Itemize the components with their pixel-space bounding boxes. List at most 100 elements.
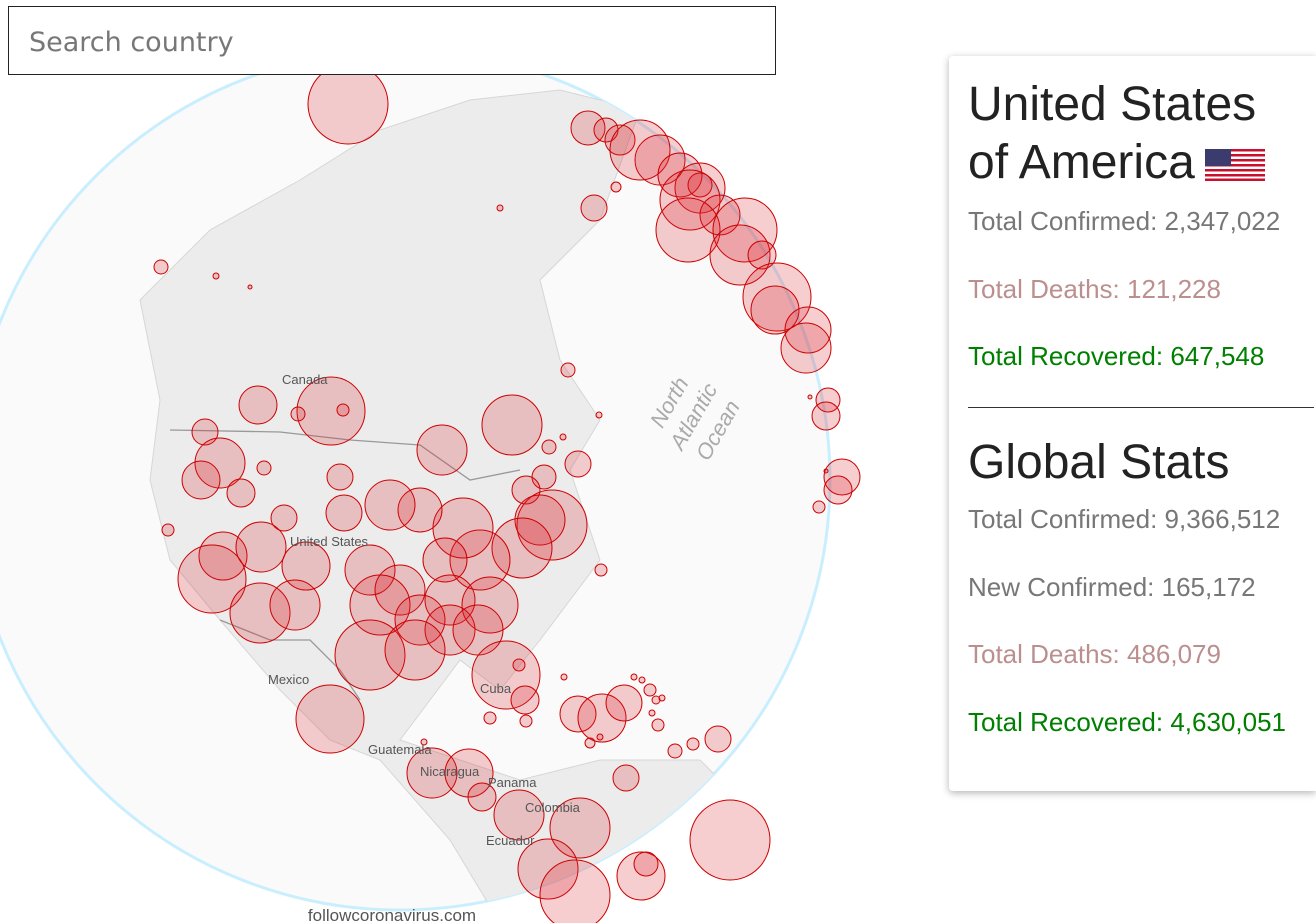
stat-label: Total Recovered:	[968, 706, 1164, 737]
case-bubble	[449, 529, 511, 591]
case-bubble	[610, 181, 622, 193]
case-bubble	[519, 714, 533, 728]
stat-label: Total Deaths:	[968, 639, 1120, 669]
stat-line: Total Recovered: 4,630,051	[968, 707, 1286, 738]
place-label: Nicaragua	[420, 764, 480, 779]
place-label: Cuba	[480, 681, 512, 696]
case-bubble	[198, 531, 248, 581]
case-bubble	[344, 544, 396, 596]
case-bubble	[655, 197, 721, 263]
case-bubble	[467, 782, 497, 812]
case-bubble	[709, 224, 771, 286]
case-bubble	[549, 797, 611, 859]
stat-value: 9,366,512	[1164, 504, 1281, 534]
case-bubble	[560, 673, 568, 681]
case-bubble	[444, 748, 494, 798]
case-bubble	[191, 418, 219, 446]
case-bubble	[493, 789, 545, 841]
case-bubble	[780, 322, 832, 374]
stat-line: Total Deaths: 486,079	[968, 639, 1221, 670]
case-bubble	[181, 460, 221, 500]
case-bubble	[212, 272, 220, 280]
stat-value: 165,172	[1161, 571, 1256, 602]
case-bubble	[512, 658, 526, 672]
case-bubble	[364, 479, 416, 531]
case-bubble	[595, 411, 603, 419]
stat-line: Total Confirmed: 2,347,022	[968, 206, 1280, 237]
case-bubble	[747, 240, 777, 270]
case-bubble	[605, 684, 643, 722]
case-bubble	[514, 494, 566, 546]
search-placeholder: Search country	[29, 27, 234, 58]
stat-value: 647,548	[1170, 341, 1265, 371]
case-bubble	[270, 504, 298, 532]
case-bubble	[651, 718, 665, 732]
case-bubble	[491, 517, 553, 579]
case-bubble	[823, 475, 853, 505]
case-bubble	[784, 306, 832, 354]
case-bubble	[638, 676, 646, 684]
case-bubble	[687, 172, 713, 198]
case-bubble	[657, 152, 703, 198]
case-bubble	[616, 851, 666, 901]
place-label: Ecuador	[486, 833, 535, 848]
case-bubble	[604, 124, 636, 156]
place-label: Mexico	[268, 672, 309, 687]
stat-value: 486,079	[1126, 639, 1221, 669]
place-label: Guatemala	[368, 742, 432, 757]
case-bubble	[229, 582, 291, 644]
case-bubble	[559, 433, 567, 441]
case-bubble	[471, 640, 541, 710]
stats-panel: United States of America Total Confirmed…	[949, 56, 1316, 791]
divider	[968, 407, 1314, 408]
case-bubble	[461, 576, 519, 634]
case-bubble	[406, 747, 458, 799]
stat-label: Total Confirmed:	[968, 504, 1158, 534]
case-bubble	[815, 387, 841, 413]
case-bubble	[424, 604, 476, 656]
case-bubble	[658, 694, 666, 702]
case-bubble	[742, 262, 812, 332]
case-bubble	[153, 259, 169, 275]
case-bubble	[570, 110, 606, 146]
stat-label: New Confirmed:	[968, 571, 1155, 602]
case-bubble	[296, 376, 366, 446]
search-box[interactable]: Search country	[8, 6, 776, 75]
footer-credit: followcoronavirus.com	[308, 906, 476, 923]
us-flag	[1204, 149, 1265, 182]
bubbles	[153, 63, 861, 923]
stat-label: Total Confirmed:	[968, 206, 1158, 236]
case-bubble	[374, 564, 426, 616]
global-title: Global Stats	[968, 436, 1230, 489]
case-bubble	[424, 574, 476, 626]
case-bubble	[226, 478, 256, 508]
case-bubble	[577, 693, 627, 743]
case-bubble	[281, 541, 331, 591]
stat-value: 2,347,022	[1164, 206, 1281, 236]
case-bubble	[481, 394, 543, 456]
case-bubble	[295, 684, 365, 754]
stat-line: Total Confirmed: 9,366,512	[968, 504, 1280, 535]
stat-line: Total Deaths: 121,228	[968, 274, 1221, 305]
case-bubble	[516, 489, 588, 561]
case-bubble	[594, 563, 608, 577]
stat-value: 4,630,051	[1170, 706, 1287, 737]
case-bubble	[510, 685, 540, 715]
case-bubble	[659, 169, 721, 231]
stat-label: Total Deaths:	[968, 273, 1120, 304]
case-bubble	[238, 385, 278, 425]
case-bubble	[422, 537, 468, 583]
case-bubble	[643, 683, 657, 697]
case-bubble	[336, 403, 350, 417]
stat-line: Total Recovered: 647,548	[968, 341, 1264, 372]
stat-label: Total Recovered:	[968, 341, 1164, 371]
land	[139, 89, 761, 910]
borders	[169, 429, 521, 701]
case-bubble	[689, 799, 771, 881]
case-bubble	[511, 475, 541, 505]
case-bubble	[541, 439, 557, 455]
case-bubble	[750, 285, 800, 335]
case-bubble	[704, 725, 732, 753]
case-bubble	[812, 500, 826, 514]
stat-value: 121,228	[1126, 273, 1221, 304]
